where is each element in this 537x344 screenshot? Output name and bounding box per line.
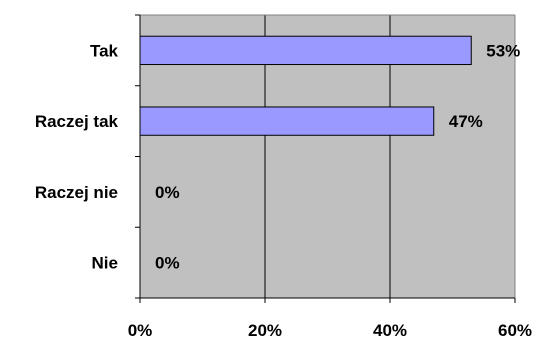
- bar: [139, 106, 435, 136]
- x-tick-label: 60%: [498, 321, 532, 340]
- x-tick-label: 40%: [373, 321, 407, 340]
- x-tick-label: 0%: [128, 321, 153, 340]
- bar: [139, 35, 472, 66]
- category-label: Raczej tak: [35, 112, 119, 131]
- category-axis: Tak Raczej tak Raczej nie Nie: [35, 14, 141, 299]
- category-label: Nie: [92, 254, 118, 273]
- data-label: 47%: [449, 112, 483, 131]
- x-tick-label: 20%: [248, 321, 282, 340]
- category-label: Tak: [90, 41, 119, 60]
- value-axis: 0% 20% 40% 60%: [128, 297, 532, 340]
- data-labels: 53% 47% 0% 0%: [155, 41, 520, 272]
- data-label: 0%: [155, 183, 180, 202]
- data-label: 53%: [486, 41, 520, 60]
- category-label: Raczej nie: [35, 183, 118, 202]
- data-label: 0%: [155, 254, 180, 273]
